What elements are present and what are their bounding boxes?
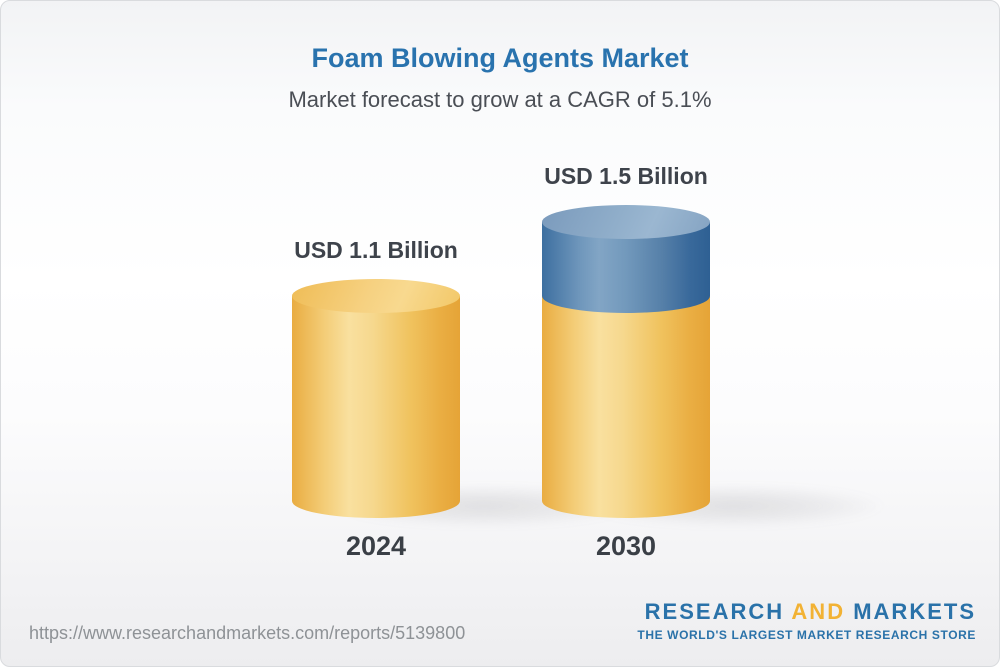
report-url-link[interactable]: https://www.researchandmarkets.com/repor… [29, 623, 466, 643]
cylinder-2030-base-body [542, 296, 710, 518]
cylinder-2024-body [292, 296, 460, 518]
axis-label-2030: 2030 [595, 531, 657, 561]
cylinder-2030-top [542, 205, 710, 239]
axis-label-2024: 2024 [345, 531, 407, 561]
logo-word-markets: MARKETS [853, 599, 976, 624]
subtitle: Market forecast to grow at a CAGR of 5.1… [288, 87, 712, 112]
logo-word-research: RESEARCH [644, 599, 785, 624]
bar-value-label-2024: USD 1.1 Billion [294, 237, 458, 263]
page-title: Foam Blowing Agents Market [311, 43, 689, 73]
research-and-markets-logo: RESEARCH AND MARKETS THE WORLD'S LARGEST… [637, 599, 976, 642]
logo-wordmark: RESEARCH AND MARKETS [637, 599, 976, 625]
cylinder-2024-top [292, 279, 460, 313]
bar-value-label-2030: USD 1.5 Billion [544, 163, 708, 189]
logo-word-and: AND [791, 599, 846, 624]
logo-tagline: THE WORLD'S LARGEST MARKET RESEARCH STOR… [637, 628, 976, 642]
